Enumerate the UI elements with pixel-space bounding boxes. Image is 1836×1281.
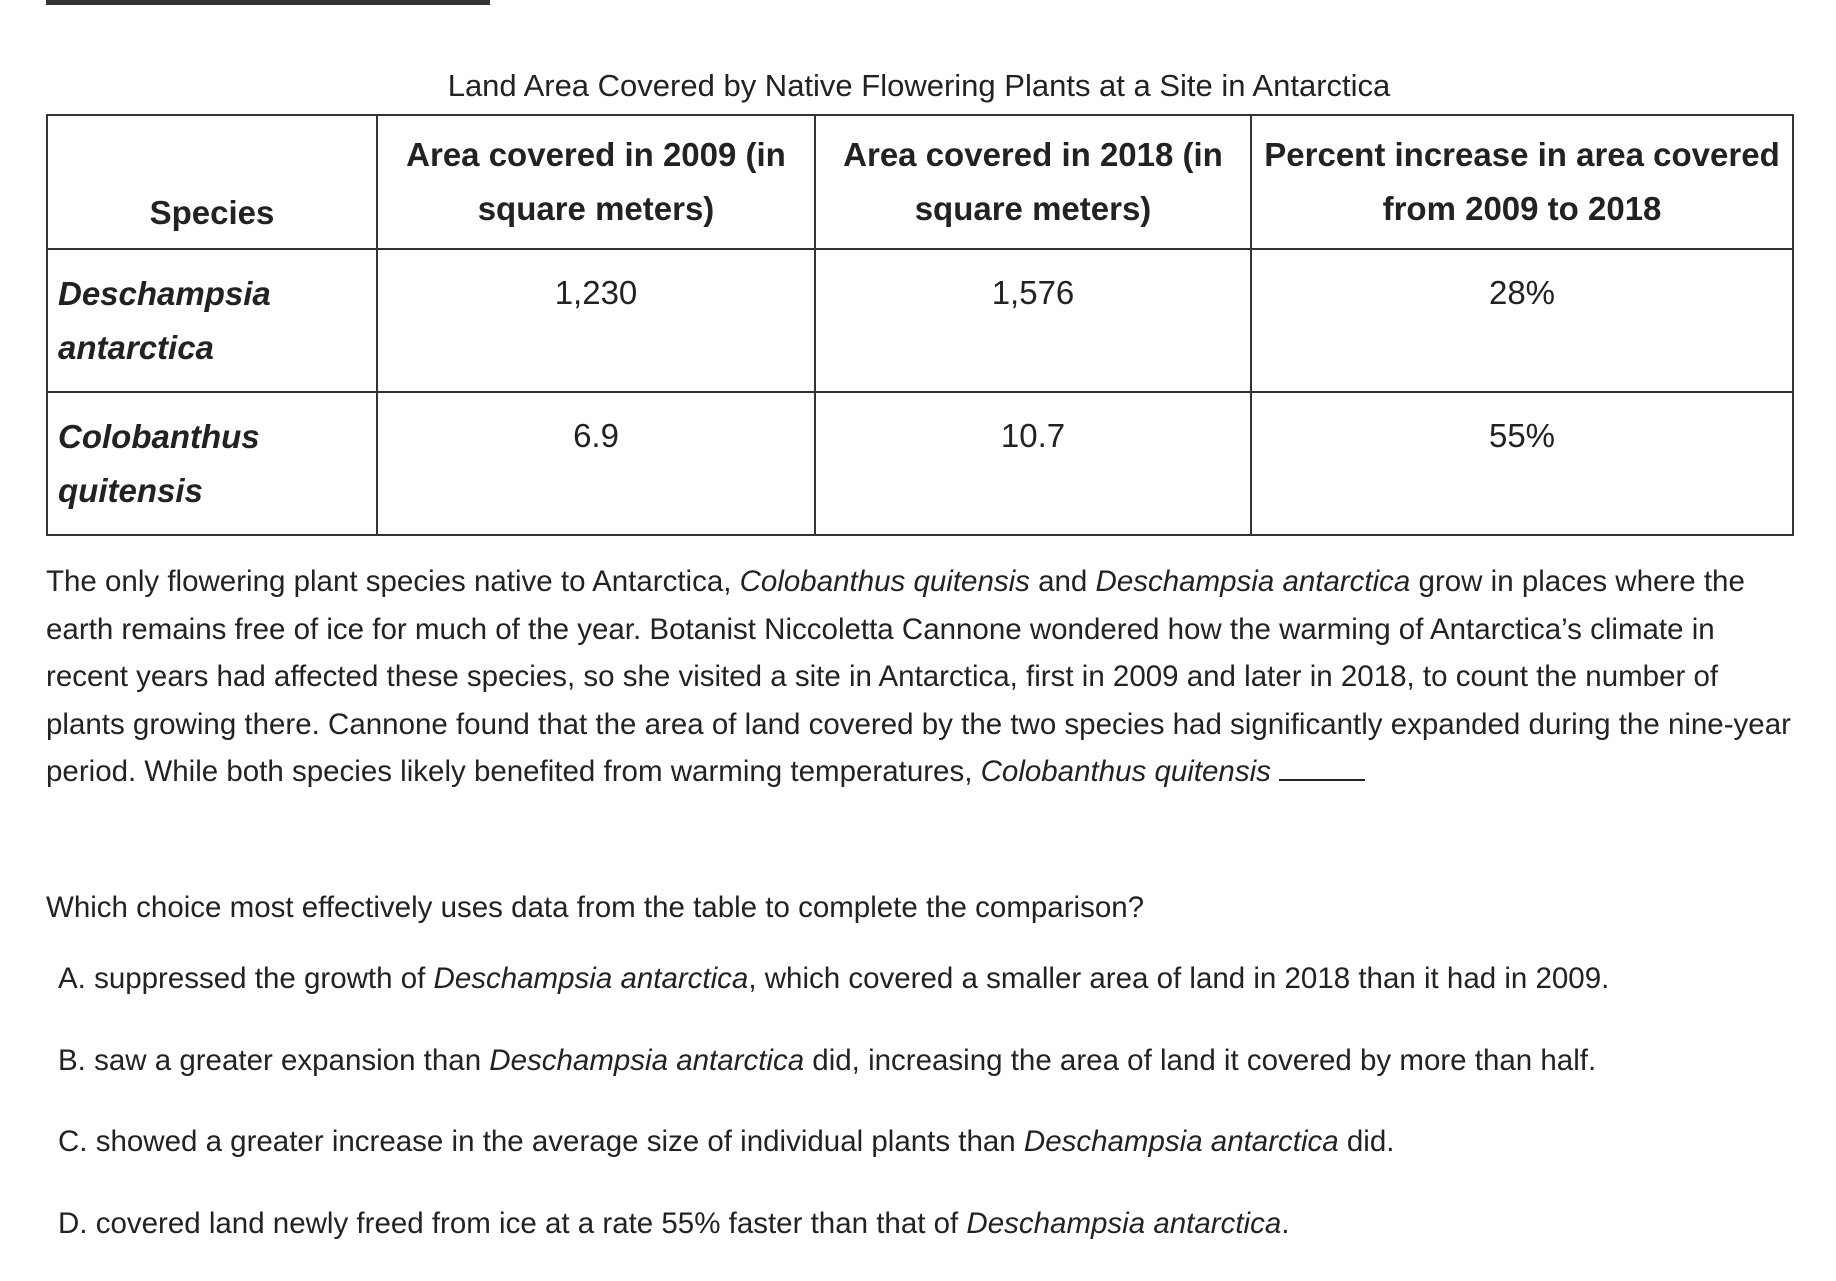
area-2009-cell: 1,230	[377, 249, 815, 392]
table-row: Colobanthus quitensis 6.9 10.7 55%	[47, 392, 1793, 535]
choice-text: did, increasing the area of land it cove…	[804, 1044, 1596, 1077]
choice-c[interactable]: C. showed a greater increase in the aver…	[58, 1118, 1798, 1200]
passage-segment: The only flowering plant species native …	[46, 565, 740, 598]
choice-species-name: Deschampsia antarctica	[434, 962, 749, 995]
answer-blank	[1279, 757, 1365, 781]
choice-d[interactable]: D. covered land newly freed from ice at …	[58, 1200, 1798, 1281]
passage-segment: grow in places where the earth remains f…	[46, 565, 1791, 788]
passage-species-name: Colobanthus quitensis	[740, 565, 1030, 598]
table-header-row: Species Area covered in 2009 (in square …	[47, 115, 1793, 249]
passage-text: The only flowering plant species native …	[46, 558, 1796, 796]
area-2018-cell: 10.7	[815, 392, 1251, 535]
header-species: Species	[47, 115, 377, 249]
question-prompt: Which choice most effectively uses data …	[46, 884, 1796, 932]
answer-choices: A. suppressed the growth of Deschampsia …	[58, 955, 1798, 1281]
choice-text: D. covered land newly freed from ice at …	[58, 1207, 966, 1240]
species-cell: Colobanthus quitensis	[47, 392, 377, 535]
choice-text: B. saw a greater expansion than	[58, 1044, 489, 1077]
table-caption: Land Area Covered by Native Flowering Pl…	[46, 64, 1792, 108]
header-area-2009: Area covered in 2009 (in square meters)	[377, 115, 815, 249]
top-divider	[46, 0, 490, 5]
area-2018-cell: 1,576	[815, 249, 1251, 392]
choice-species-name: Deschampsia antarctica	[966, 1207, 1281, 1240]
passage-species-name: Colobanthus quitensis	[981, 755, 1271, 788]
header-area-2018: Area covered in 2018 (in square meters)	[815, 115, 1251, 249]
percent-increase-cell: 55%	[1251, 392, 1793, 535]
species-cell: Deschampsia antarctica	[47, 249, 377, 392]
choice-species-name: Deschampsia antarctica	[1024, 1125, 1339, 1158]
area-2009-cell: 6.9	[377, 392, 815, 535]
passage-species-name: Deschampsia antarctica	[1096, 565, 1411, 598]
choice-text: , which covered a smaller area of land i…	[748, 962, 1609, 995]
passage-segment: and	[1030, 565, 1096, 598]
choice-text: did.	[1339, 1125, 1395, 1158]
choice-b[interactable]: B. saw a greater expansion than Deschamp…	[58, 1037, 1798, 1119]
choice-a[interactable]: A. suppressed the growth of Deschampsia …	[58, 955, 1798, 1037]
table-row: Deschampsia antarctica 1,230 1,576 28%	[47, 249, 1793, 392]
choice-text: .	[1281, 1207, 1289, 1240]
choice-text: A. suppressed the growth of	[58, 962, 434, 995]
percent-increase-cell: 28%	[1251, 249, 1793, 392]
header-percent-increase: Percent increase in area covered from 20…	[1251, 115, 1793, 249]
choice-text: C. showed a greater increase in the aver…	[58, 1125, 1024, 1158]
choice-species-name: Deschampsia antarctica	[489, 1044, 804, 1077]
data-table: Species Area covered in 2009 (in square …	[46, 114, 1794, 536]
